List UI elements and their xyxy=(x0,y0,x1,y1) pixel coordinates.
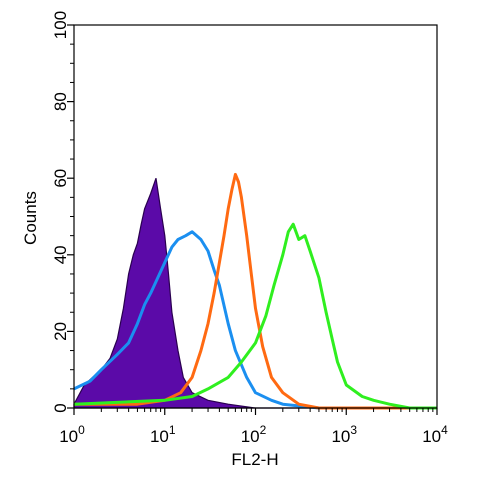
axis-layer: 100 101 102 103 104 0 20 40 60 80 100 xyxy=(51,11,448,446)
x-tick-label-4: 104 xyxy=(422,423,448,446)
y-tick-label-3: 60 xyxy=(51,169,70,188)
y-axis-label: Counts xyxy=(21,191,40,245)
series-2-line xyxy=(74,172,437,410)
y-tick-label-4: 80 xyxy=(51,92,70,111)
series-0-area xyxy=(73,178,437,409)
x-tick-label-1: 101 xyxy=(150,423,176,446)
x-axis-label: FL2-H xyxy=(231,450,278,469)
x-tick-label-3: 103 xyxy=(331,423,357,446)
y-tick-label-5: 100 xyxy=(51,11,70,39)
y-tick-label-1: 20 xyxy=(51,322,70,341)
series-layer xyxy=(73,172,437,410)
series-3-line xyxy=(73,222,437,410)
y-tick-label-0: 0 xyxy=(51,403,70,412)
y-tick-label-2: 40 xyxy=(51,245,70,264)
x-tick-label-2: 102 xyxy=(241,423,267,446)
x-tick-label-0: 100 xyxy=(59,423,85,446)
series-1-line xyxy=(73,230,437,410)
